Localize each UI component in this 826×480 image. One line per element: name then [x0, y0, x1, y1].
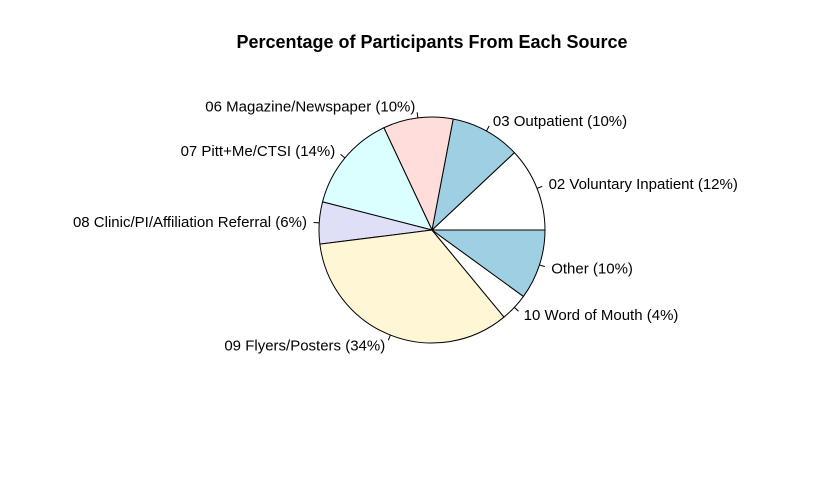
- pie-slices: [318, 116, 546, 344]
- pie-labels: 02 Voluntary Inpatient (12%) 03 Outpatien…: [73, 99, 738, 355]
- pie-label-tick-5: [387, 334, 391, 341]
- chart-title: Percentage of Participants From Each Sou…: [236, 32, 627, 52]
- pie-label-tick-3: [340, 153, 346, 159]
- pie-label-tick-7: [539, 264, 545, 268]
- pie-label-tick-6: [514, 306, 519, 312]
- pie-label-tick-0: [536, 185, 543, 189]
- pie-slice-1: [431, 118, 516, 232]
- pie-label-tick-1: [486, 125, 490, 132]
- pie-label-4: 08 Clinic/PI/Affiliation Referral (6%): [73, 214, 307, 231]
- pie-label-1: 03 Outpatient (10%): [493, 113, 627, 130]
- pie-slice-2: [383, 116, 454, 232]
- pie-label-0: 02 Voluntary Inpatient (12%): [549, 176, 738, 193]
- pie-label-7: Other (10%): [551, 260, 633, 277]
- pie-slice-3: [321, 127, 433, 231]
- pie-label-2: 06 Magazine/Newspaper (10%): [205, 99, 415, 116]
- pie-slice-7: [430, 229, 546, 298]
- pie-label-5: 09 Flyers/Posters (34%): [224, 338, 385, 355]
- pie-label-3: 07 Pitt+Me/CTSI (14%): [181, 143, 336, 160]
- pie-label-6: 10 Word of Mouth (4%): [524, 307, 679, 324]
- pie-label-tick-2: [416, 112, 419, 118]
